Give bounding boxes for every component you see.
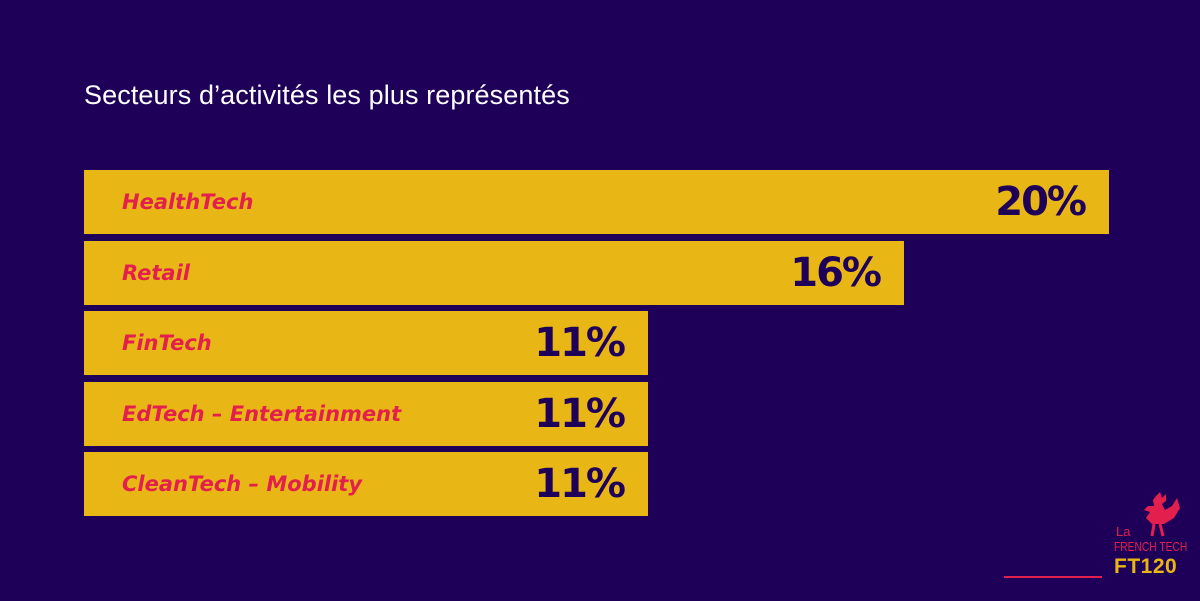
rooster-icon [1144, 492, 1180, 537]
logo-line-ft120: FT120 [1114, 555, 1178, 578]
logo-divider [1004, 576, 1102, 578]
bar-category-label: EdTech – Entertainment [122, 402, 402, 426]
bar: HealthTech 20% [84, 170, 1109, 234]
logo-line-la: La [1116, 524, 1131, 539]
logo-line-french-tech: FRENCH TECH [1114, 540, 1188, 554]
bar-value-label: 16% [790, 250, 882, 296]
bar: CleanTech – Mobility 11% [84, 452, 648, 516]
bar: Retail 16% [84, 241, 904, 305]
chart-title: Secteurs d’activités les plus représenté… [84, 80, 570, 110]
bar-value-label: 11% [534, 461, 626, 507]
bar-category-label: Retail [122, 261, 190, 285]
bar: FinTech 11% [84, 311, 648, 375]
bar: EdTech – Entertainment 11% [84, 382, 648, 446]
french-tech-logo: La FRENCH TECH FT120 [1114, 492, 1188, 584]
bar-category-label: FinTech [122, 331, 212, 355]
bar-value-label: 20% [995, 179, 1087, 225]
bar-value-label: 11% [534, 391, 626, 437]
bar-category-label: HealthTech [122, 190, 254, 214]
bar-category-label: CleanTech – Mobility [122, 472, 363, 496]
bar-value-label: 11% [534, 320, 626, 366]
